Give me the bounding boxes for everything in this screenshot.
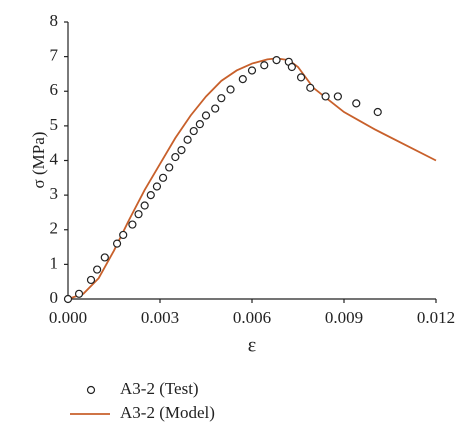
test-point [63, 294, 73, 304]
test-point [74, 289, 84, 298]
x-tick-label: 0.012 [417, 308, 455, 327]
test-point [134, 210, 143, 219]
legend-label: A3-2 (Test) [120, 379, 199, 398]
y-tick-label: 2 [50, 219, 59, 238]
test-point [272, 55, 281, 65]
x-tick-label: 0.006 [233, 308, 271, 327]
x-tick-label: 0.003 [141, 308, 179, 327]
test-point [171, 152, 180, 162]
y-tick-label: 0 [50, 288, 59, 307]
test-point [217, 94, 226, 103]
model-line [67, 57, 437, 300]
test-point [158, 173, 168, 182]
y-tick-label: 1 [50, 253, 59, 272]
test-point [373, 107, 382, 117]
test-point [119, 230, 128, 240]
test-point [165, 163, 174, 172]
test-point [146, 191, 155, 200]
test-point [195, 120, 204, 129]
test-point [177, 146, 186, 155]
test-point [140, 201, 149, 210]
y-tick-label: 8 [50, 11, 59, 30]
test-point [189, 126, 198, 136]
test-point [152, 182, 162, 191]
x-axis-label: ε [248, 335, 256, 357]
test-point [321, 92, 330, 101]
y-tick-label: 3 [50, 184, 59, 203]
test-point [201, 111, 211, 120]
test-point [352, 99, 361, 108]
x-tick-label: 0.000 [49, 308, 87, 327]
test-point [238, 75, 247, 84]
test-point [112, 239, 122, 248]
y-tick-label: 5 [50, 115, 59, 134]
y-tick-label: 6 [50, 80, 59, 99]
test-point [183, 135, 192, 144]
test-point [226, 85, 235, 94]
test-point [211, 104, 220, 113]
test-point [333, 92, 342, 101]
legend-marker [86, 385, 96, 395]
y-axis-label: σ (MPa) [29, 132, 48, 189]
test-point [296, 73, 306, 82]
y-tick-label: 4 [50, 149, 59, 168]
x-tick-label: 0.009 [325, 308, 363, 327]
legend-label: A3-2 (Model) [120, 403, 215, 422]
test-point [260, 61, 269, 70]
test-point [287, 62, 296, 72]
test-point [306, 83, 315, 92]
y-tick-label: 7 [50, 46, 59, 65]
test-point [128, 220, 137, 229]
test-point [86, 275, 96, 285]
test-point [93, 265, 102, 274]
test-point [100, 253, 109, 262]
test-point [247, 66, 257, 75]
